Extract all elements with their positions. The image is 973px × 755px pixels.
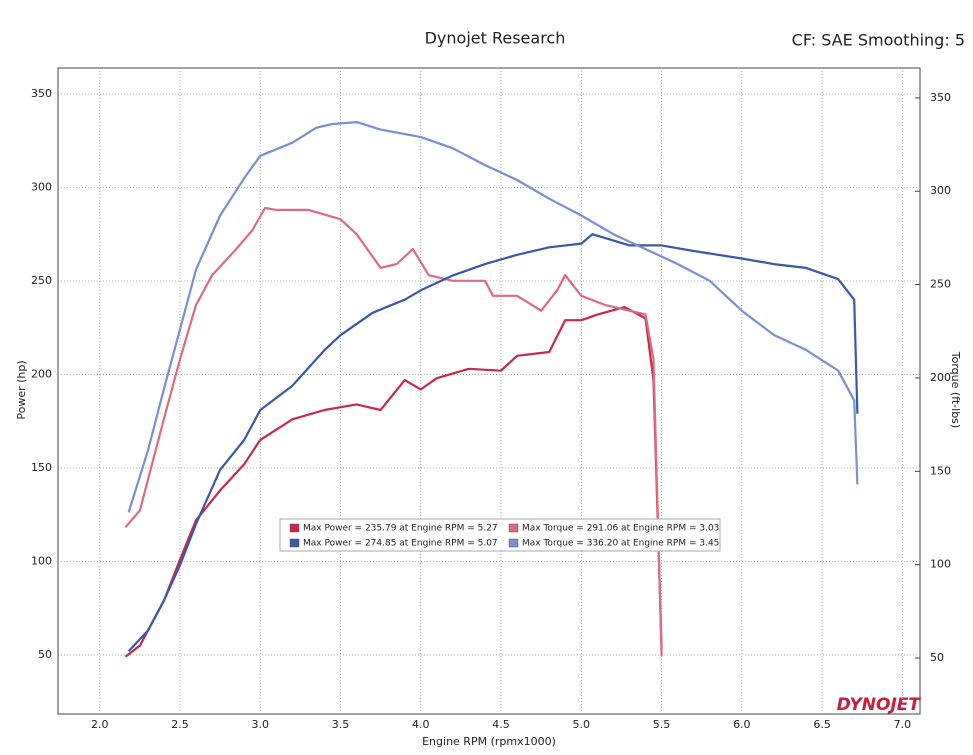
y2-tick-label: 350	[930, 91, 951, 104]
chart-subtitle: CF: SAE Smoothing: 5	[792, 31, 965, 50]
x-tick-label: 5.5	[653, 718, 671, 731]
legend-label: Max Torque = 336.20 at Engine RPM = 3.45	[522, 539, 719, 549]
legend-swatch	[508, 523, 519, 533]
y-tick-label: 300	[31, 180, 52, 193]
y2-axis-title: Torque (ft-lbs)	[949, 351, 962, 428]
y-tick-label: 200	[31, 367, 52, 380]
x-tick-label: 5.0	[573, 718, 591, 731]
x-tick-label: 6.0	[733, 718, 751, 731]
chart-title: Dynojet Research	[425, 29, 566, 48]
legend-swatch	[289, 523, 300, 533]
logo: DYNOJET	[837, 695, 922, 715]
series-line	[127, 233, 859, 652]
y2-tick-label: 300	[930, 184, 951, 197]
x-tick-label: 2.0	[91, 718, 109, 731]
x-tick-label: 3.0	[252, 718, 270, 731]
y-tick-label: 250	[31, 274, 52, 287]
plot-frame	[57, 67, 921, 715]
legend-box	[279, 518, 721, 552]
y-axis-title: Power (hp)	[15, 360, 28, 419]
legend-swatch	[508, 538, 519, 548]
legend-label: Max Power = 235.79 at Engine RPM = 5.27	[303, 524, 498, 534]
x-tick-label: 7.0	[894, 718, 912, 731]
legend-label: Max Power = 274.85 at Engine RPM = 5.07	[303, 539, 498, 549]
y-tick-label: 50	[38, 648, 52, 661]
y2-tick-label: 150	[930, 464, 951, 477]
x-tick-label: 4.5	[492, 718, 510, 731]
legend-label: Max Torque = 291.06 at Engine RPM = 3.03	[522, 524, 719, 534]
x-tick-label: 2.5	[171, 718, 189, 731]
series-line	[127, 121, 859, 513]
legend-swatch	[289, 538, 300, 548]
x-tick-label: 4.0	[412, 718, 430, 731]
y2-tick-label: 250	[930, 278, 951, 291]
y-tick-label: 350	[31, 87, 52, 100]
y2-tick-label: 200	[930, 371, 951, 384]
x-axis-title: Engine RPM (rpmx1000)	[422, 735, 556, 748]
y-tick-label: 100	[31, 554, 52, 567]
x-tick-label: 3.5	[332, 718, 350, 731]
series-line	[124, 206, 663, 657]
y-tick-label: 150	[31, 461, 52, 474]
y2-tick-label: 50	[930, 651, 944, 664]
y2-tick-label: 100	[930, 558, 951, 571]
x-tick-label: 6.5	[813, 718, 831, 731]
